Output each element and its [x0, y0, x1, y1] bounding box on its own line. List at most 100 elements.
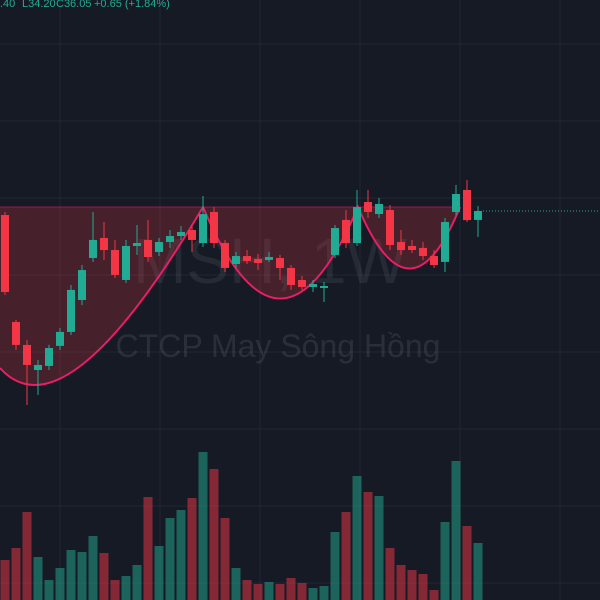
volume-bar	[132, 565, 142, 600]
volume-bar	[418, 574, 428, 600]
candle-body	[397, 242, 405, 251]
candle-body	[133, 243, 141, 246]
candle-body	[144, 239, 152, 258]
volume-bar	[440, 522, 450, 600]
candles	[1, 180, 600, 405]
volume-bar	[187, 498, 197, 600]
volume-bar	[121, 576, 131, 600]
volume-bar	[341, 512, 351, 600]
candle-body	[12, 321, 20, 345]
candle-body	[122, 245, 130, 280]
candle-body	[386, 209, 394, 245]
volume-bar	[44, 580, 54, 600]
volume-bar	[176, 510, 186, 600]
candle-body	[210, 211, 218, 244]
candle-body	[463, 189, 471, 221]
volume-bar	[0, 560, 10, 600]
candle-body	[276, 258, 284, 268]
candle-body	[67, 289, 75, 332]
volume-bar	[231, 568, 241, 600]
volume-bar	[451, 461, 461, 600]
volume-bar	[297, 583, 307, 600]
volume-bar	[363, 492, 373, 600]
candle-body	[177, 231, 185, 237]
candle-body	[342, 219, 350, 244]
candle-body	[408, 245, 416, 251]
volume-bar	[143, 497, 153, 600]
candle-body	[331, 228, 339, 255]
candle-body	[34, 364, 42, 370]
candle-body	[221, 243, 229, 268]
volume-bar	[242, 580, 252, 600]
candle-body	[166, 236, 174, 243]
volume-bar	[462, 526, 472, 600]
volume-bar	[308, 588, 318, 600]
candle-body	[243, 256, 251, 261]
volume-pane	[0, 452, 483, 600]
volume-bar	[429, 590, 439, 600]
candle-body	[45, 348, 53, 366]
candle-body	[309, 284, 317, 287]
cup-curve	[0, 204, 461, 386]
volume-bar	[154, 546, 164, 600]
candle-body	[155, 242, 163, 252]
volume-bar	[209, 469, 219, 600]
volume-bar	[319, 586, 329, 600]
volume-bar	[473, 543, 483, 600]
volume-bar	[22, 512, 32, 600]
candle-body	[298, 279, 306, 287]
volume-bar	[396, 565, 406, 600]
volume-bar	[77, 552, 87, 600]
candle-body	[89, 239, 97, 259]
candle-body	[100, 237, 108, 251]
header-item: .40	[0, 0, 15, 10]
candle-body	[430, 256, 438, 266]
volume-bar	[264, 582, 274, 600]
candle-body	[78, 270, 86, 300]
volume-bar	[385, 548, 395, 600]
candle-body	[111, 250, 119, 275]
watermark: MSH, 1W	[133, 225, 407, 297]
volume-bar	[165, 518, 175, 600]
volume-bar	[99, 553, 109, 600]
volume-bar	[33, 557, 43, 600]
volume-bar	[275, 584, 285, 600]
header-item: C36.05	[56, 0, 91, 10]
volume-bar	[286, 578, 296, 600]
header: .40 L34.20 C36.05 +0.65 (+1.84%)	[0, 0, 170, 10]
candle-body	[254, 258, 262, 264]
candle-body	[375, 203, 383, 215]
volume-bar	[88, 536, 98, 600]
candle-body	[23, 344, 31, 365]
candle-body	[364, 202, 372, 212]
candle-body	[265, 257, 273, 260]
header-item: +0.65 (+1.84%)	[94, 0, 170, 10]
volume-bar	[374, 496, 384, 600]
candle-body	[441, 222, 449, 262]
candle-body	[199, 214, 207, 244]
volume-bar	[11, 548, 21, 600]
candle-body	[452, 194, 460, 212]
volume-bar	[253, 584, 263, 600]
volume-bar	[110, 580, 120, 600]
candle-body	[232, 256, 240, 265]
candle-body	[474, 210, 482, 220]
volume-bar	[55, 568, 65, 600]
candle-body	[1, 215, 9, 293]
candle-body	[419, 247, 427, 257]
watermark-subtitle: CTCP May Sông Hồng	[116, 328, 441, 364]
volume-bar	[407, 570, 417, 600]
candle-body	[188, 230, 196, 240]
volume-bar	[352, 476, 362, 600]
candle-body	[287, 267, 295, 286]
candle-body	[353, 207, 361, 244]
volume-bar	[220, 518, 230, 600]
volume-bar	[66, 550, 76, 600]
candle-body	[320, 286, 328, 288]
header-item: L34.20	[22, 0, 56, 10]
volume-bar	[330, 532, 340, 600]
candle-body	[56, 331, 64, 346]
